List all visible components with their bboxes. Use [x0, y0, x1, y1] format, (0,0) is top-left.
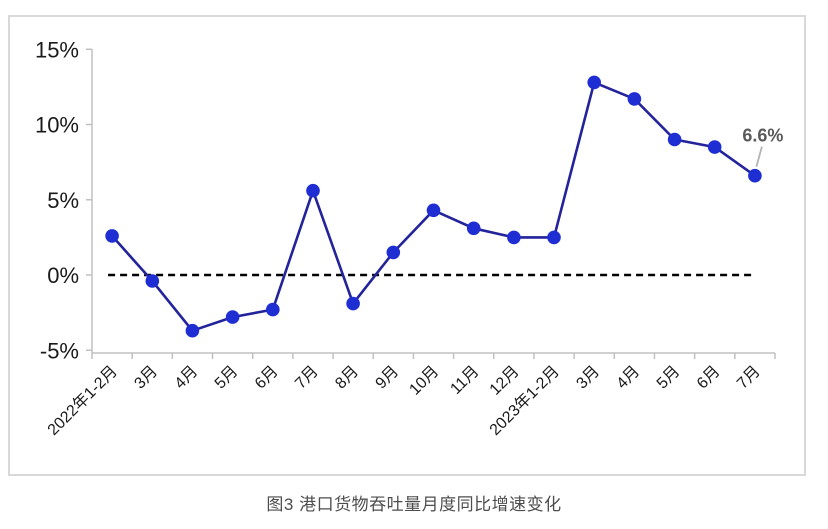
x-tick-label: 7月	[292, 363, 322, 393]
x-tick-label: 5月	[212, 363, 242, 393]
x-tick-label: 11月	[447, 363, 482, 398]
y-tick-label: -5%	[40, 338, 79, 363]
data-point	[707, 140, 722, 154]
x-tick-label: 12月	[487, 363, 523, 399]
figure-caption: 图3 港口货物吞吐量月度同比增速变化	[266, 495, 562, 514]
x-tick-label: 2023年1-2月	[486, 362, 563, 439]
data-point	[587, 75, 601, 90]
x-tick-label: 9月	[373, 363, 403, 393]
annotation-label: 6.6%	[742, 126, 783, 146]
data-point	[185, 323, 200, 338]
data-point	[426, 203, 441, 218]
x-tick-label: 4月	[172, 363, 202, 393]
data-point	[145, 274, 160, 288]
x-tick-label: 4月	[614, 363, 644, 393]
data-point	[105, 229, 119, 243]
x-tick-label: 7月	[734, 363, 764, 393]
x-tick-label: 6月	[694, 363, 724, 393]
x-tick-label: 5月	[654, 363, 684, 393]
x-tick-label: 6月	[252, 363, 282, 393]
chart-frame	[8, 15, 806, 476]
y-tick-label: 0%	[47, 263, 79, 288]
data-point	[547, 230, 561, 245]
y-tick-label: 5%	[47, 188, 79, 213]
x-tick-label: 10月	[406, 363, 442, 399]
data-point	[466, 221, 481, 236]
x-tick-label: 2022年1-2月	[44, 362, 121, 439]
data-point	[507, 230, 521, 245]
y-tick-label: 10%	[35, 113, 79, 138]
data-point	[667, 132, 682, 147]
data-point	[306, 183, 320, 198]
data-point	[225, 310, 240, 324]
y-tick-label: 15%	[35, 37, 79, 62]
x-tick-label: 8月	[332, 363, 362, 393]
data-point	[748, 168, 762, 183]
data-point	[386, 245, 401, 260]
data-point	[346, 296, 360, 311]
data-point	[627, 92, 642, 106]
annotation-leader-line	[755, 146, 763, 167]
data-point	[266, 302, 280, 317]
x-tick-label: 3月	[573, 363, 603, 393]
x-tick-label: 3月	[131, 363, 161, 393]
